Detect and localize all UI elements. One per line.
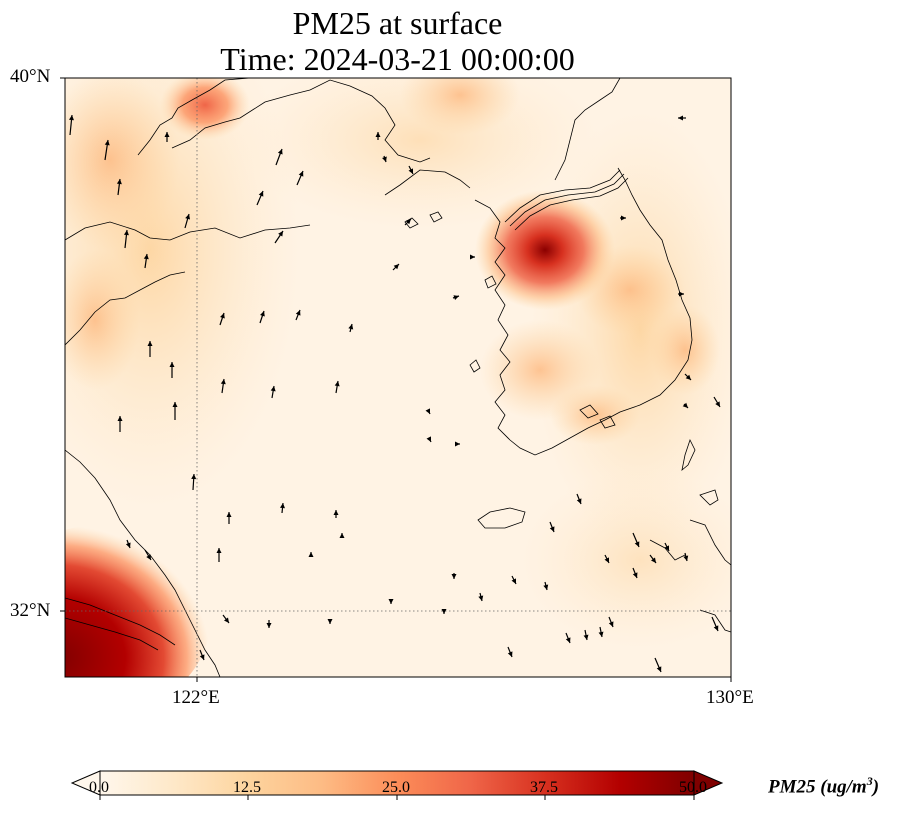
wind-arrow-head bbox=[426, 436, 431, 442]
wind-arrow-head bbox=[333, 510, 339, 515]
wind-arrow-head bbox=[685, 374, 691, 380]
wind-arrow-head bbox=[455, 441, 460, 447]
wind-arrow-head bbox=[715, 401, 720, 407]
wind-arrow-head bbox=[146, 554, 151, 560]
wind-arrow-head bbox=[226, 512, 232, 517]
wind-arrow-head bbox=[511, 578, 516, 584]
wind-arrow-head bbox=[348, 324, 354, 330]
wind-arrow-head bbox=[169, 362, 175, 367]
wind-arrow-head bbox=[651, 557, 656, 563]
wind-arrow-head bbox=[327, 619, 333, 624]
wind-arrow-head bbox=[382, 156, 387, 162]
wind-arrow-head bbox=[565, 637, 571, 643]
lon-tick-130e: 130°E bbox=[706, 687, 754, 708]
colorbar-tick-3: 37.5 bbox=[530, 779, 558, 796]
wind-arrow-head bbox=[451, 574, 457, 579]
colorbar-tick-1: 12.5 bbox=[233, 779, 261, 796]
wind-arrow-head bbox=[220, 313, 225, 319]
wind-vectors bbox=[69, 114, 721, 673]
colorbar-tick-0: 0.0 bbox=[89, 779, 109, 796]
wind-arrow-head bbox=[116, 179, 122, 185]
wind-arrow-head bbox=[604, 557, 609, 563]
wind-arrow-head bbox=[634, 541, 640, 547]
wind-arrow-head bbox=[260, 311, 265, 317]
pm25-field bbox=[65, 78, 731, 677]
wind-arrow-head bbox=[125, 542, 131, 548]
map-frame bbox=[64, 77, 732, 678]
map-title: PM25 at surface bbox=[292, 5, 503, 41]
wind-arrow-head bbox=[549, 526, 555, 532]
wind-arrow-head bbox=[425, 408, 430, 414]
wind-arrow-head bbox=[576, 498, 582, 504]
wind-arrow-head bbox=[713, 625, 719, 631]
wind-arrow-head bbox=[388, 599, 394, 604]
wind-arrow-head bbox=[295, 310, 301, 316]
wind-arrow-head bbox=[683, 555, 689, 561]
wind-arrow-head bbox=[308, 552, 314, 557]
wind-arrow-head bbox=[583, 634, 589, 640]
wind-arrow-head bbox=[191, 474, 197, 480]
wind-arrow-head bbox=[220, 379, 226, 385]
lat-tick-40n: 40°N bbox=[10, 66, 51, 87]
wind-arrow-head bbox=[147, 341, 153, 346]
wind-arrow-head bbox=[678, 115, 683, 121]
wind-arrow-head bbox=[632, 572, 638, 578]
colorbar-label: PM25 (ug/m3) bbox=[768, 774, 880, 798]
wind-arrow-head bbox=[543, 584, 549, 590]
wind-arrow-head bbox=[375, 132, 381, 137]
wind-arrow-head bbox=[334, 381, 340, 387]
colorbar-tick-4: 50.0 bbox=[679, 779, 707, 796]
wind-arrow-head bbox=[664, 545, 669, 551]
wind-arrow-head bbox=[608, 621, 614, 627]
wind-arrow-head bbox=[478, 595, 484, 601]
wind-arrow-head bbox=[278, 231, 283, 237]
wind-arrow-head bbox=[298, 171, 304, 177]
wind-arrow-head bbox=[682, 402, 688, 408]
wind-arrow-head bbox=[224, 617, 229, 623]
wind-arrow-head bbox=[598, 631, 604, 637]
wind-arrow-head bbox=[199, 654, 205, 660]
wind-arrow-head bbox=[69, 115, 74, 121]
wind-arrow-head bbox=[117, 416, 123, 421]
wind-arrow-head bbox=[123, 230, 129, 236]
gridlines bbox=[65, 78, 731, 677]
wind-arrow-head bbox=[441, 609, 447, 614]
wind-arrow-head bbox=[266, 623, 272, 628]
wind-arrow-head bbox=[216, 548, 222, 553]
wind-arrow-head bbox=[339, 533, 345, 538]
wind-arrow-head bbox=[408, 168, 413, 174]
wind-arrow-head bbox=[405, 219, 411, 225]
wind-arrow-head bbox=[507, 651, 513, 657]
wind-arrow-head bbox=[172, 402, 178, 407]
wind-arrow-head bbox=[393, 264, 399, 270]
coastlines bbox=[65, 78, 731, 677]
wind-arrow-head bbox=[656, 666, 662, 672]
map-time: Time: 2024-03-21 00:00:00 bbox=[220, 41, 575, 77]
lat-tick-32n: 32°N bbox=[10, 600, 51, 621]
wind-arrow-head bbox=[270, 386, 276, 392]
colorbar-tick-2: 25.0 bbox=[382, 779, 410, 796]
wind-arrow-head bbox=[164, 132, 170, 137]
wind-arrow-head bbox=[453, 295, 459, 300]
wind-arrow-head bbox=[185, 214, 191, 220]
wind-arrow-head bbox=[679, 291, 684, 297]
wind-arrow-head bbox=[470, 254, 475, 260]
wind-arrow-head bbox=[280, 503, 285, 509]
wind-arrow-head bbox=[143, 254, 149, 260]
wind-arrow-head bbox=[104, 140, 110, 146]
lon-tick-122e: 122°E bbox=[172, 687, 220, 708]
colorbar-gradient bbox=[100, 771, 694, 795]
colorbar bbox=[70, 770, 724, 800]
wind-arrow-head bbox=[621, 215, 626, 221]
wind-arrow-head bbox=[258, 191, 264, 197]
wind-arrow-head bbox=[277, 149, 283, 155]
